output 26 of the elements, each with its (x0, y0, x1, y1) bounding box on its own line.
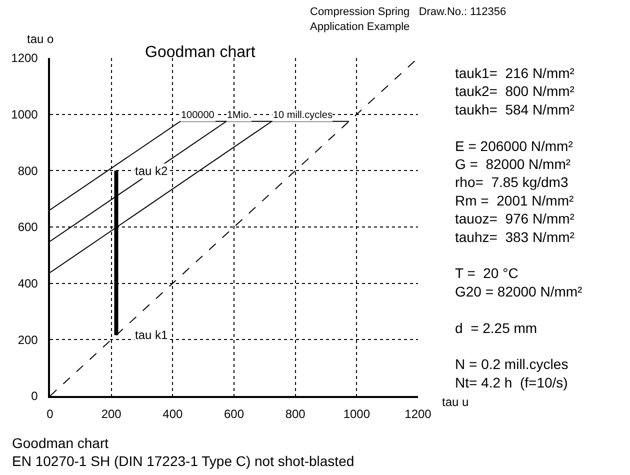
annotation: tau k2 (135, 164, 168, 178)
x-tick-label: 1000 (343, 407, 370, 422)
y-tick-label: 600 (18, 220, 38, 234)
x-tick-label: 800 (285, 407, 306, 422)
chart-title: Goodman chart (145, 44, 256, 61)
y-tick-label: 800 (18, 164, 38, 178)
annotation: 100000 (181, 110, 215, 121)
y-tick-label: 200 (18, 332, 38, 347)
y-axis-title: tau o (27, 32, 54, 46)
text: tauk1= 216 N/mm² tauk2= 800 N/mm² taukh= 584 N/mm² E = 206000 N/mm² G = 82000 N/mm² rho= 7.85 kg/dm3 Rm = 2001 N/mm² tauoz= 976 N/mm² tauhz= 383 N/mm² T = 20 °C G20 = 82000 N/mm² d = 2.25 mm N = 0.2 mill.cycles Nt= 4.2 h (f=10/s) (455, 65, 582, 390)
annotation: tau k1 (135, 328, 168, 342)
y-tick-label: 1000 (11, 108, 38, 122)
text: Compression Spring Draw.No.: 112356 (310, 6, 506, 18)
y-tick-label: 0 (31, 389, 38, 404)
x-tick-label: 400 (162, 407, 183, 422)
x-tick-label: 1200 (404, 407, 432, 422)
x-tick-label: 0 (46, 407, 54, 422)
x-tick-label: 200 (101, 407, 122, 422)
y-tick-label: 1200 (11, 51, 38, 66)
annotation: 1Mio. (227, 110, 252, 121)
x-tick-label: 600 (224, 407, 244, 422)
text: Goodman chart EN 10270-1 SH (DIN 17223-1 Type C) not shot-blasted (12, 435, 354, 470)
text: Application Example (310, 21, 410, 33)
y-tick-label: 400 (18, 276, 38, 291)
annotation: 10 mill.cycles (273, 110, 332, 121)
x-axis-title: tau u (442, 395, 469, 409)
